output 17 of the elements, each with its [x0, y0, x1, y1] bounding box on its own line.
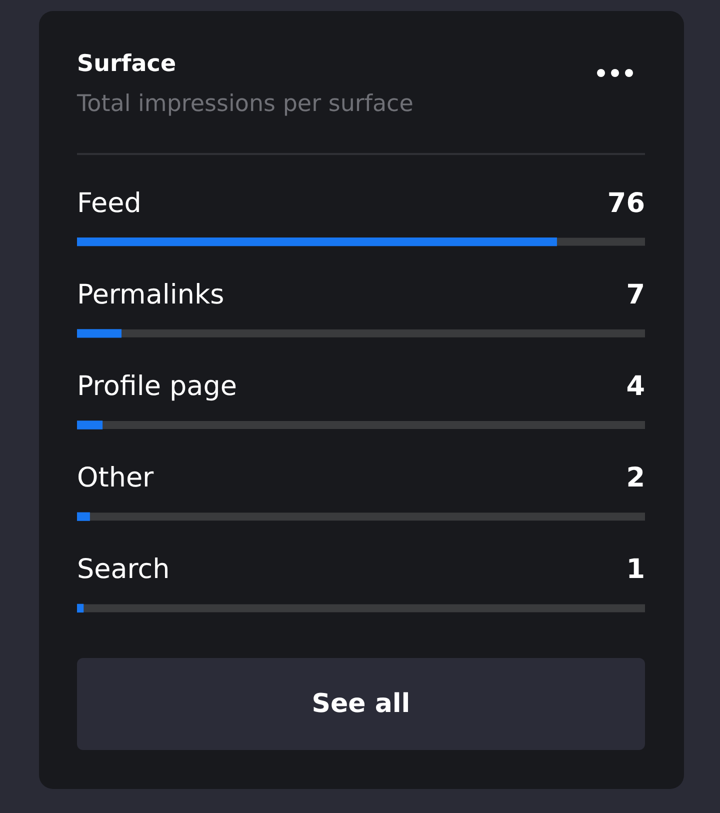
- y-tick-label: Permalinks: [77, 279, 224, 310]
- y-tick-label: Other: [77, 462, 155, 494]
- bar: [77, 512, 90, 521]
- data-label: 7: [626, 279, 645, 310]
- data-label: 1: [626, 554, 645, 586]
- chart-title: Surface: [77, 51, 176, 77]
- data-label: 4: [626, 371, 645, 402]
- data-label: 76: [607, 188, 645, 219]
- y-tick-label: Profile page: [77, 371, 237, 402]
- chart-subtitle: Total impressions per surface: [77, 91, 414, 117]
- y-tick-label: Feed: [77, 188, 142, 219]
- y-tick-label: Search: [77, 554, 170, 586]
- bar: [77, 604, 84, 613]
- text: See all: [77, 658, 645, 750]
- bar: [77, 420, 103, 430]
- bar: [77, 329, 122, 338]
- data-label: 2: [626, 462, 645, 494]
